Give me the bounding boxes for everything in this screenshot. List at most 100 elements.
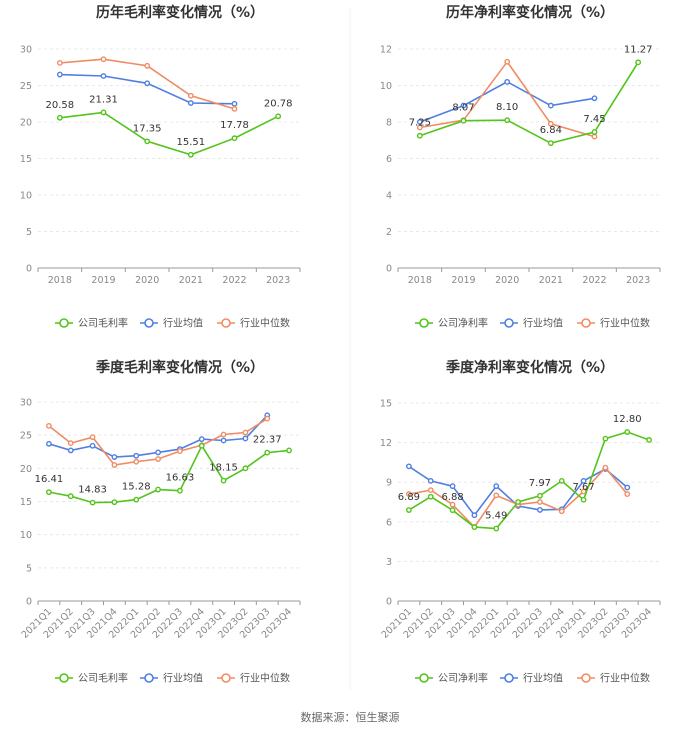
legend-item-company[interactable]: 公司毛利率 <box>55 672 128 685</box>
series-average <box>406 463 631 519</box>
data-point-median <box>264 415 271 422</box>
legend-item-average[interactable]: 行业均值 <box>140 317 203 330</box>
x-tick-label: 2019 <box>91 275 115 286</box>
y-tick-label: 12 <box>380 438 392 449</box>
series-median <box>56 56 238 112</box>
data-point-company <box>242 465 249 472</box>
y-tick-label: 6 <box>386 154 392 165</box>
data-label: 16.63 <box>166 473 195 484</box>
data-label: 20.78 <box>264 98 293 109</box>
legend-item-median[interactable]: 行业中位数 <box>577 317 650 330</box>
data-point-company <box>591 129 598 135</box>
series-line-average <box>59 73 235 105</box>
data-point-average <box>449 483 456 490</box>
data-label: 6.88 <box>441 492 463 503</box>
y-tick-label: 0 <box>386 264 392 275</box>
chart-title: 历年净利率变化情况（%） <box>446 4 614 21</box>
series-average <box>46 412 271 460</box>
legend-item-company[interactable]: 公司毛利率 <box>55 317 128 330</box>
data-point-median <box>187 92 194 99</box>
data-point-average <box>89 442 96 449</box>
data-point-average <box>427 477 434 484</box>
data-point-median <box>177 448 183 454</box>
data-point-company <box>286 447 292 454</box>
legend-label: 行业中位数 <box>600 317 650 330</box>
legend-marker <box>59 673 69 683</box>
y-tick-label: 25 <box>20 81 32 92</box>
y-tick-label: 0 <box>26 264 32 275</box>
data-point-median <box>67 440 74 447</box>
series-company <box>46 442 292 506</box>
legend-item-median[interactable]: 行业中位数 <box>217 317 290 330</box>
series-line-company <box>48 444 290 504</box>
data-point-company <box>67 493 74 500</box>
data-point-average <box>187 100 194 106</box>
data-point-average <box>144 80 151 87</box>
legend-item-company[interactable]: 公司净利率 <box>415 672 488 685</box>
data-label: 18.15 <box>209 463 238 474</box>
data-point-company <box>264 449 271 456</box>
legend-item-company[interactable]: 公司净利率 <box>415 317 488 330</box>
data-label: 7.67 <box>572 482 594 493</box>
series-median <box>46 415 271 468</box>
data-point-average <box>155 449 161 456</box>
data-point-average <box>471 512 478 519</box>
data-point-company <box>56 114 63 121</box>
data-label: 21.31 <box>89 94 118 105</box>
x-tick-label: 2019 <box>451 275 475 286</box>
data-point-average <box>220 437 227 444</box>
legend-label: 行业均值 <box>523 672 563 685</box>
data-point-median <box>624 491 631 497</box>
data-point-company <box>406 507 412 513</box>
data-point-average <box>591 95 598 102</box>
data-point-average <box>46 440 52 447</box>
data-point-company <box>504 117 511 124</box>
data-point-median <box>504 58 511 65</box>
data-point-average <box>56 71 63 78</box>
data-point-median <box>416 124 423 131</box>
data-point-company <box>646 437 652 443</box>
legend-item-median[interactable]: 行业中位数 <box>577 672 650 685</box>
y-tick-label: 25 <box>20 431 32 442</box>
legend-marker <box>504 318 514 328</box>
data-point-company <box>220 477 227 484</box>
data-point-median <box>242 429 249 436</box>
series-median <box>406 464 631 530</box>
data-point-company <box>111 499 118 506</box>
legend-label: 公司净利率 <box>438 672 488 685</box>
data-label: 12.80 <box>613 414 642 425</box>
y-tick-label: 30 <box>20 45 32 56</box>
legend-label: 行业均值 <box>523 317 563 330</box>
series-line-company <box>408 431 650 530</box>
x-tick-label: 2023 <box>266 275 290 286</box>
data-point-median <box>537 499 543 505</box>
data-point-median <box>111 462 118 468</box>
legend-item-average[interactable]: 行业均值 <box>140 672 203 685</box>
x-tick-label: 2020 <box>135 275 159 286</box>
legend-item-average[interactable]: 行业均值 <box>500 672 563 685</box>
series-line-company <box>59 111 279 156</box>
data-point-company <box>89 499 96 506</box>
data-point-company <box>515 499 521 505</box>
x-tick-label: 2021 <box>539 275 563 286</box>
data-source-note: 数据来源：恒生聚源 <box>301 710 400 724</box>
y-tick-label: 20 <box>20 464 32 475</box>
legend-marker <box>419 673 429 683</box>
data-point-median <box>406 491 412 497</box>
legend-item-average[interactable]: 行业均值 <box>500 317 563 330</box>
chart-panel-4: 季度净利率变化情况（%）036912152021Q12021Q22021Q320… <box>380 359 661 685</box>
data-label: 5.49 <box>485 511 507 522</box>
data-label: 8.10 <box>496 102 518 113</box>
y-tick-label: 3 <box>386 557 392 568</box>
series-company <box>56 109 282 158</box>
chart-panel-1: 历年毛利率变化情况（%） 0 5 10 15 20 25 30 2018 2019 2020 2021… <box>20 4 301 330</box>
legend-item-median[interactable]: 行业中位数 <box>217 672 290 685</box>
data-point-company <box>547 140 554 147</box>
data-point-median <box>602 464 609 471</box>
data-point-company <box>100 109 107 116</box>
legend-marker <box>581 673 591 683</box>
legend-label: 公司净利率 <box>438 317 488 330</box>
y-tick-label: 15 <box>20 154 32 165</box>
series-company <box>406 429 652 532</box>
